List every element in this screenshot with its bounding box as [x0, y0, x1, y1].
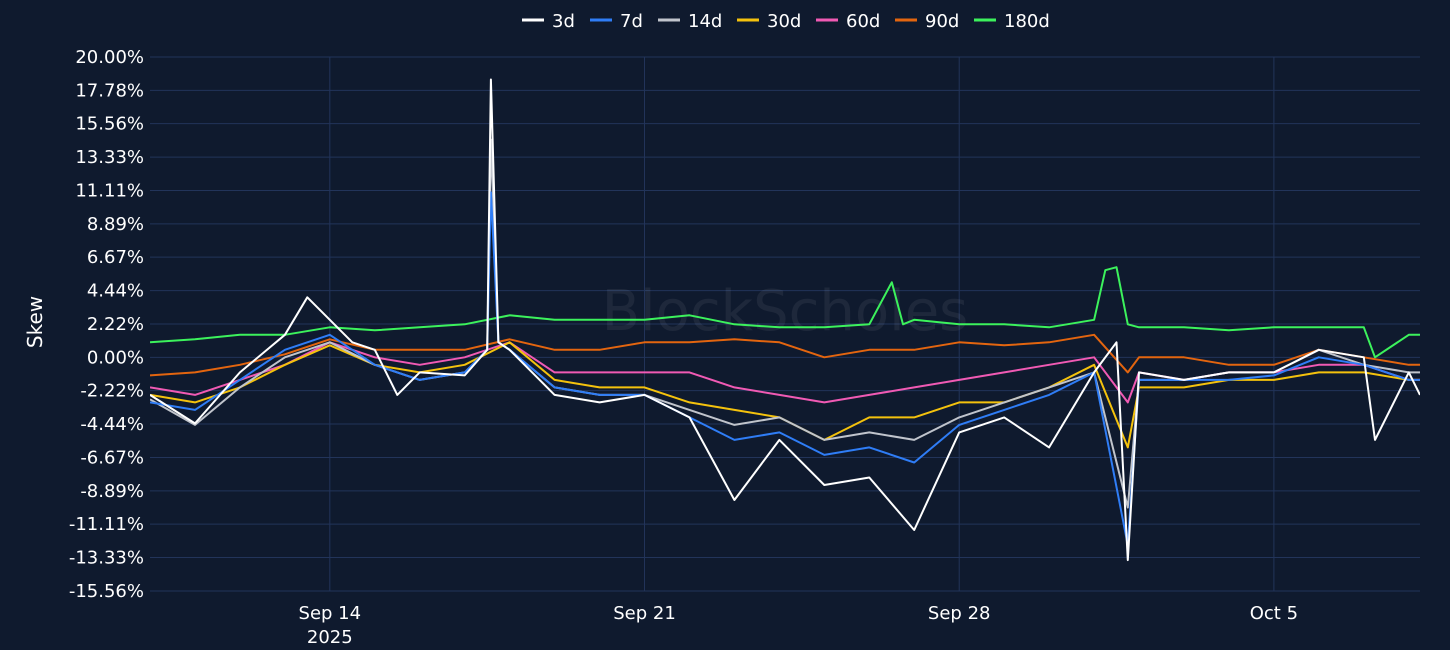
legend-label: 14d [688, 11, 722, 32]
y-tick-label: -8.89% [80, 481, 144, 502]
legend-label: 7d [620, 11, 643, 32]
legend-item-14d[interactable]: 14d [658, 11, 722, 32]
axes: 20.00% 17.78% 15.56% 13.33% 11.11% 8.89% 6.67%… [69, 47, 1298, 648]
x-tick-label: Sep 21 [613, 603, 676, 624]
legend-item-3d[interactable]: 3d [522, 11, 575, 32]
series-group [150, 78, 1420, 562]
legend-item-7d[interactable]: 7d [590, 11, 643, 32]
y-tick-label: -15.56% [69, 581, 144, 602]
x-tick-label: Oct 5 [1250, 603, 1298, 624]
legend-item-60d[interactable]: 60d [816, 11, 880, 32]
x-tick-sublabel: 2025 [307, 627, 353, 648]
y-tick-label: -6.67% [80, 448, 144, 469]
legend-label: 60d [846, 11, 880, 32]
series-line-7d [150, 191, 1420, 546]
grid [150, 56, 1420, 592]
legend[interactable]: 3d 7d 14d 30d 60d 90d 180d [522, 11, 1050, 32]
legend-label: 30d [767, 11, 801, 32]
x-tick-label: Sep 28 [928, 603, 991, 624]
y-tick-label: 6.67% [87, 247, 144, 268]
x-tick-label: Sep 14 [299, 603, 362, 624]
series-line-3d [150, 78, 1420, 562]
legend-item-30d[interactable]: 30d [737, 11, 801, 32]
y-tick-label: 15.56% [75, 114, 144, 135]
y-tick-label: -2.22% [80, 381, 144, 402]
y-tick-label: -11.11% [69, 514, 144, 535]
series-line-180d [150, 266, 1420, 359]
y-tick-label: -4.44% [80, 414, 144, 435]
y-tick-label: 4.44% [87, 281, 144, 302]
y-tick-label: 17.78% [75, 80, 144, 101]
legend-label: 90d [925, 11, 959, 32]
legend-label: 180d [1004, 11, 1050, 32]
y-axis-title: Skew [23, 296, 47, 348]
y-tick-label: -13.33% [69, 548, 144, 569]
y-tick-label: 20.00% [75, 47, 144, 68]
y-tick-label: 8.89% [87, 214, 144, 235]
legend-item-90d[interactable]: 90d [895, 11, 959, 32]
legend-label: 3d [552, 11, 575, 32]
y-tick-label: 2.22% [87, 314, 144, 335]
watermark-text: BlockScholes [602, 279, 969, 344]
y-tick-label: 11.11% [75, 181, 144, 202]
y-tick-label: 13.33% [75, 147, 144, 168]
y-tick-label: 0.00% [87, 347, 144, 368]
legend-item-180d[interactable]: 180d [974, 11, 1050, 32]
